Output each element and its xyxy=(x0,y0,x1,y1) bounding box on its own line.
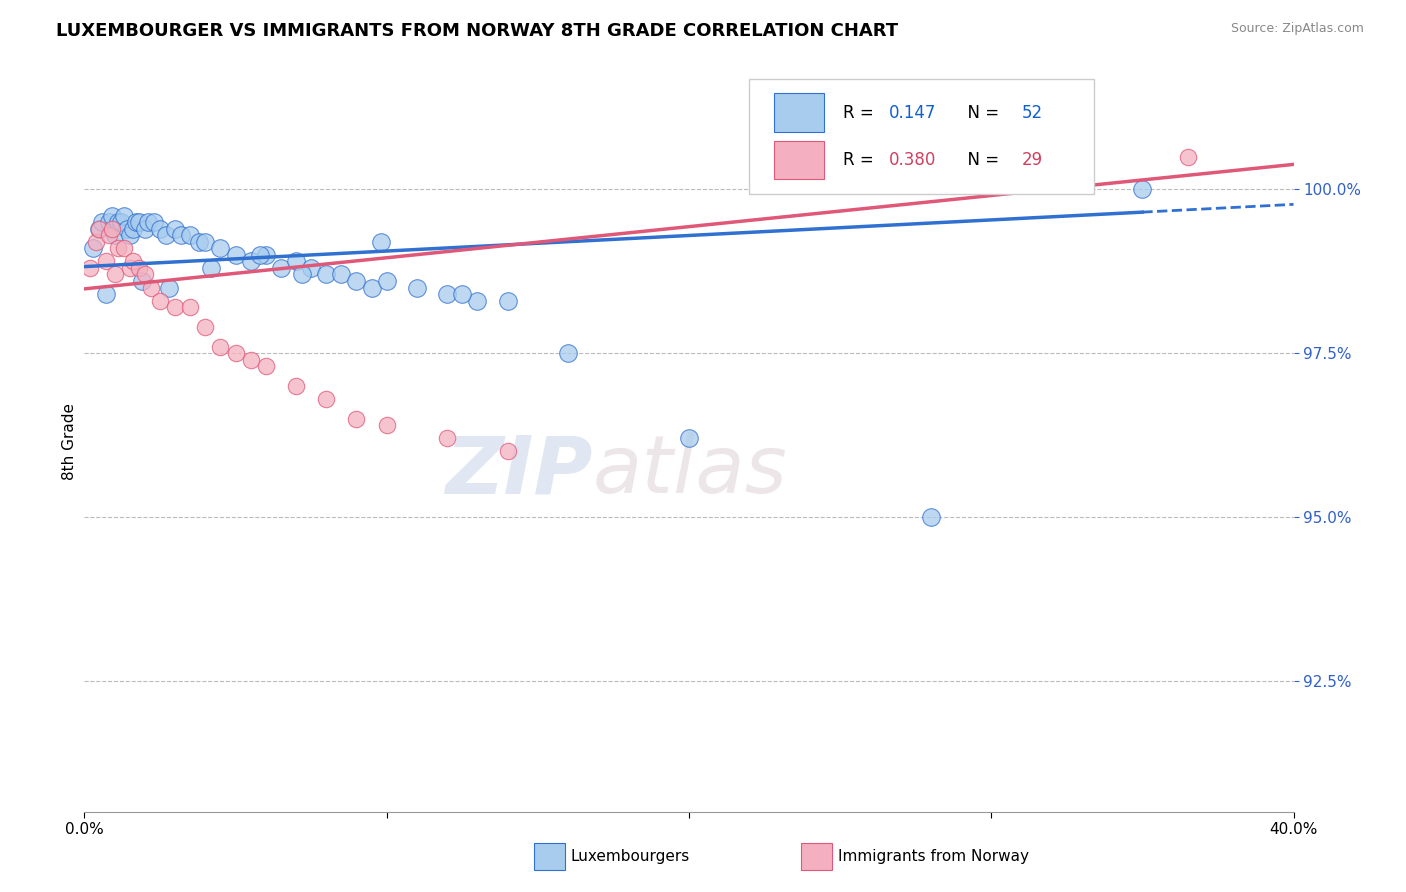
Point xyxy=(97,215,120,229)
Point xyxy=(194,319,217,334)
Point xyxy=(112,209,135,223)
Point xyxy=(496,444,519,458)
Point xyxy=(557,346,579,360)
Point xyxy=(254,248,277,262)
Point xyxy=(436,431,458,445)
Point xyxy=(299,260,322,275)
Point xyxy=(131,274,153,288)
Point xyxy=(89,221,111,235)
Point xyxy=(239,254,262,268)
Point xyxy=(128,260,150,275)
Point xyxy=(1130,182,1153,196)
Point xyxy=(97,228,120,243)
Point xyxy=(315,268,337,282)
Text: LUXEMBOURGER VS IMMIGRANTS FROM NORWAY 8TH GRADE CORRELATION CHART: LUXEMBOURGER VS IMMIGRANTS FROM NORWAY 8… xyxy=(56,22,898,40)
Point xyxy=(155,228,177,243)
Point xyxy=(104,268,127,282)
Point xyxy=(678,431,700,445)
Point xyxy=(100,221,122,235)
Point xyxy=(436,287,458,301)
Point xyxy=(496,293,519,308)
Text: 0.147: 0.147 xyxy=(889,103,936,121)
Point xyxy=(179,300,201,314)
Point xyxy=(1177,149,1199,163)
Point xyxy=(121,221,143,235)
Point xyxy=(121,254,143,268)
Point xyxy=(165,300,187,314)
Text: 29: 29 xyxy=(1022,151,1043,169)
Point xyxy=(91,215,114,229)
Point xyxy=(270,260,292,275)
Point xyxy=(86,235,108,249)
Point xyxy=(89,221,111,235)
Point xyxy=(346,411,368,425)
Point xyxy=(139,280,162,294)
Text: 0.380: 0.380 xyxy=(889,151,936,169)
Point xyxy=(239,352,262,367)
Point xyxy=(170,228,193,243)
Point xyxy=(451,287,474,301)
Text: R =: R = xyxy=(842,103,879,121)
Point xyxy=(107,241,129,255)
Point xyxy=(107,215,129,229)
Text: R =: R = xyxy=(842,151,879,169)
Bar xyxy=(773,141,824,179)
Point xyxy=(82,241,104,255)
Point xyxy=(920,509,942,524)
Text: N =: N = xyxy=(957,151,1005,169)
Point xyxy=(188,235,211,249)
Point xyxy=(128,215,150,229)
Text: ZIP: ZIP xyxy=(444,432,592,510)
Point xyxy=(254,359,277,374)
Text: N =: N = xyxy=(957,103,1005,121)
Point xyxy=(284,254,308,268)
Point xyxy=(94,287,117,301)
Point xyxy=(406,280,429,294)
Y-axis label: 8th Grade: 8th Grade xyxy=(62,403,77,480)
Point xyxy=(110,215,132,229)
Point xyxy=(315,392,337,406)
Point xyxy=(142,215,165,229)
Point xyxy=(209,339,232,353)
Point xyxy=(346,274,368,288)
Bar xyxy=(773,94,824,132)
Point xyxy=(157,280,180,294)
Point xyxy=(194,235,217,249)
FancyBboxPatch shape xyxy=(749,78,1094,194)
Point xyxy=(200,260,222,275)
Point xyxy=(467,293,489,308)
Point xyxy=(115,221,138,235)
Point xyxy=(94,254,117,268)
Point xyxy=(125,215,148,229)
Point xyxy=(225,346,247,360)
Point xyxy=(165,221,187,235)
Point xyxy=(136,215,159,229)
Point xyxy=(134,221,156,235)
Point xyxy=(149,221,172,235)
Text: Source: ZipAtlas.com: Source: ZipAtlas.com xyxy=(1230,22,1364,36)
Point xyxy=(330,268,353,282)
Point xyxy=(375,418,398,433)
Point xyxy=(134,268,156,282)
Point xyxy=(100,209,122,223)
Point xyxy=(149,293,172,308)
Point xyxy=(291,268,314,282)
Text: Immigrants from Norway: Immigrants from Norway xyxy=(838,849,1029,863)
Point xyxy=(225,248,247,262)
Point xyxy=(249,248,271,262)
Text: atlas: atlas xyxy=(592,432,787,510)
Point xyxy=(179,228,201,243)
Point xyxy=(375,274,398,288)
Point xyxy=(360,280,382,294)
Point xyxy=(370,235,392,249)
Point xyxy=(112,241,135,255)
Point xyxy=(209,241,232,255)
Text: 52: 52 xyxy=(1022,103,1043,121)
Point xyxy=(284,379,308,393)
Point xyxy=(118,260,141,275)
Point xyxy=(79,260,101,275)
Point xyxy=(104,228,127,243)
Point xyxy=(118,228,141,243)
Text: Luxembourgers: Luxembourgers xyxy=(571,849,690,863)
